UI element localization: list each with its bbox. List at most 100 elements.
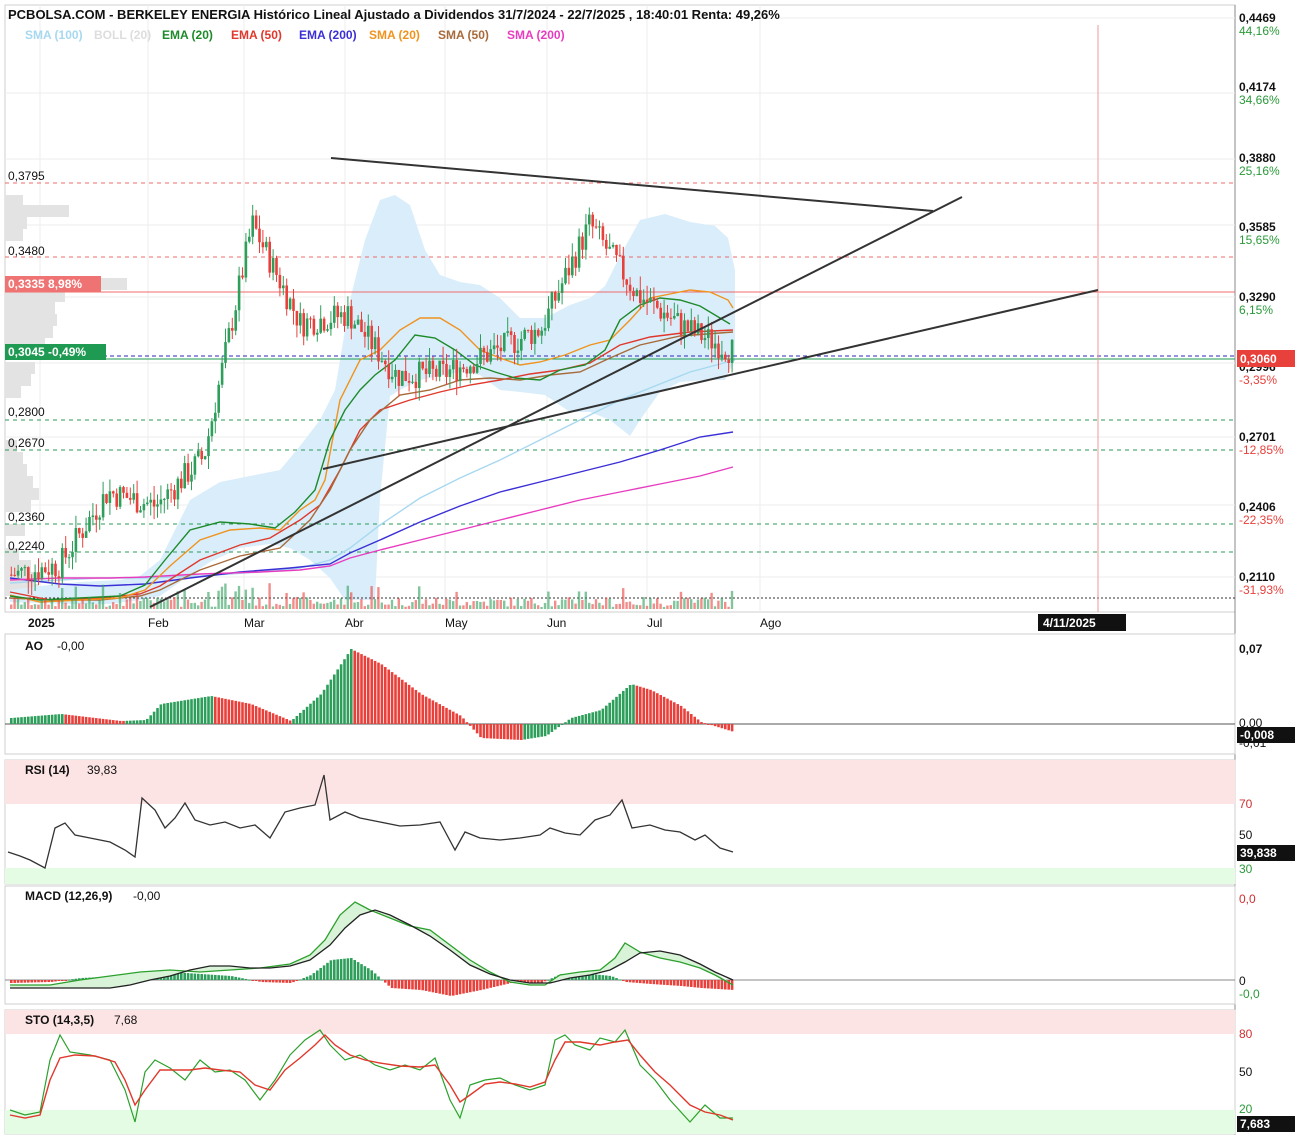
ao-bar [61, 714, 64, 724]
volume-bar [288, 603, 292, 609]
macd-bar [384, 980, 387, 983]
ao-bar [64, 714, 67, 724]
candle-body [509, 331, 513, 336]
ao-bar [363, 655, 367, 724]
volume-bar [401, 605, 404, 609]
macd-bar [78, 978, 81, 980]
candle-body [523, 329, 526, 339]
ao-bar [54, 714, 57, 724]
ao-bar [37, 715, 40, 724]
macd-bar [231, 976, 234, 980]
sto-d-line [9, 1034, 734, 1121]
volume-bar [431, 603, 434, 609]
percent-tick: 44,16% [1239, 24, 1280, 38]
ao-bar [526, 724, 530, 739]
macd-bar [67, 979, 71, 981]
volume-bar [74, 586, 77, 609]
candle-body [547, 308, 550, 329]
volume-bar [217, 590, 220, 609]
volume-bar [61, 588, 64, 609]
volume-bar [499, 599, 502, 609]
volume-bar [346, 585, 349, 609]
volume-bar [676, 600, 679, 609]
candle-body [564, 267, 567, 284]
macd-bar [469, 980, 472, 993]
volume-bar [622, 588, 625, 609]
ao-bar [540, 724, 543, 737]
candle-body [44, 567, 47, 573]
candle-body [227, 328, 231, 343]
volume-bar [84, 603, 88, 609]
macd-bar [445, 980, 448, 996]
volume-bar [509, 597, 513, 609]
macd-bar [305, 976, 309, 980]
candle-body [40, 567, 44, 579]
ao-bar [122, 720, 125, 724]
ao-bar [203, 696, 207, 724]
volume-bar [98, 600, 101, 609]
volume-bar [13, 598, 16, 609]
candle-body [452, 360, 455, 370]
volume-bar [190, 603, 193, 609]
candle-body [686, 320, 690, 332]
candle-body [78, 528, 81, 534]
volume-bar [125, 599, 128, 609]
ao-bar [231, 700, 234, 724]
ao-bar [302, 709, 305, 724]
rsi-label: RSI (14) [25, 763, 70, 777]
macd-bar [312, 973, 316, 980]
candle-body [346, 306, 350, 326]
macd-bar [33, 980, 37, 983]
volume-bar [717, 600, 720, 609]
volume-bar [207, 591, 210, 609]
volume-bar [363, 606, 366, 609]
macd-panel-frame [4, 885, 1236, 1005]
volume-bar [139, 600, 142, 609]
ao-bar [523, 724, 526, 740]
candle-body [30, 580, 33, 582]
ao-bar [336, 669, 339, 724]
candle-body [693, 320, 696, 334]
volume-bar [360, 599, 363, 609]
macd-bar [268, 980, 271, 983]
volume-bar [241, 599, 244, 609]
ao-bar [414, 689, 418, 724]
volume-bar [707, 599, 710, 609]
ao-bar [142, 720, 146, 724]
macd-bar [407, 980, 411, 990]
macd-bar [394, 980, 397, 989]
candle-body [662, 312, 666, 319]
sto-k-line [9, 1028, 733, 1123]
ao-bar [30, 716, 33, 724]
macd-bar [662, 980, 666, 985]
macd-bar [214, 974, 217, 980]
volume-bar [339, 598, 343, 609]
volume-bar [730, 590, 734, 609]
ao-bar [564, 722, 567, 724]
macd-bar [526, 980, 530, 983]
macd-bar [23, 980, 27, 983]
ao-bar [197, 698, 200, 724]
candle-body [401, 370, 404, 386]
sto-tick: 20 [1239, 1102, 1253, 1116]
ao-bar [703, 723, 707, 725]
volume-bar [254, 605, 258, 609]
ao-label: AO [25, 639, 43, 653]
macd-bar [591, 974, 594, 980]
candle-body [156, 504, 159, 507]
volume-bar [173, 597, 176, 609]
volume-bar [639, 605, 642, 609]
ao-bar [380, 664, 384, 724]
candle-body [554, 292, 557, 301]
volume-bar [659, 603, 662, 609]
candle-body [200, 450, 203, 460]
volume-bar [295, 597, 298, 609]
candle-body [390, 376, 394, 380]
candle-body [326, 329, 329, 331]
volume-bar [503, 600, 506, 609]
ao-bar [112, 720, 115, 724]
volume-bar [271, 606, 275, 609]
percent-tick: 34,66% [1239, 93, 1280, 107]
macd-bar [499, 980, 503, 986]
ao-bar [329, 679, 333, 724]
